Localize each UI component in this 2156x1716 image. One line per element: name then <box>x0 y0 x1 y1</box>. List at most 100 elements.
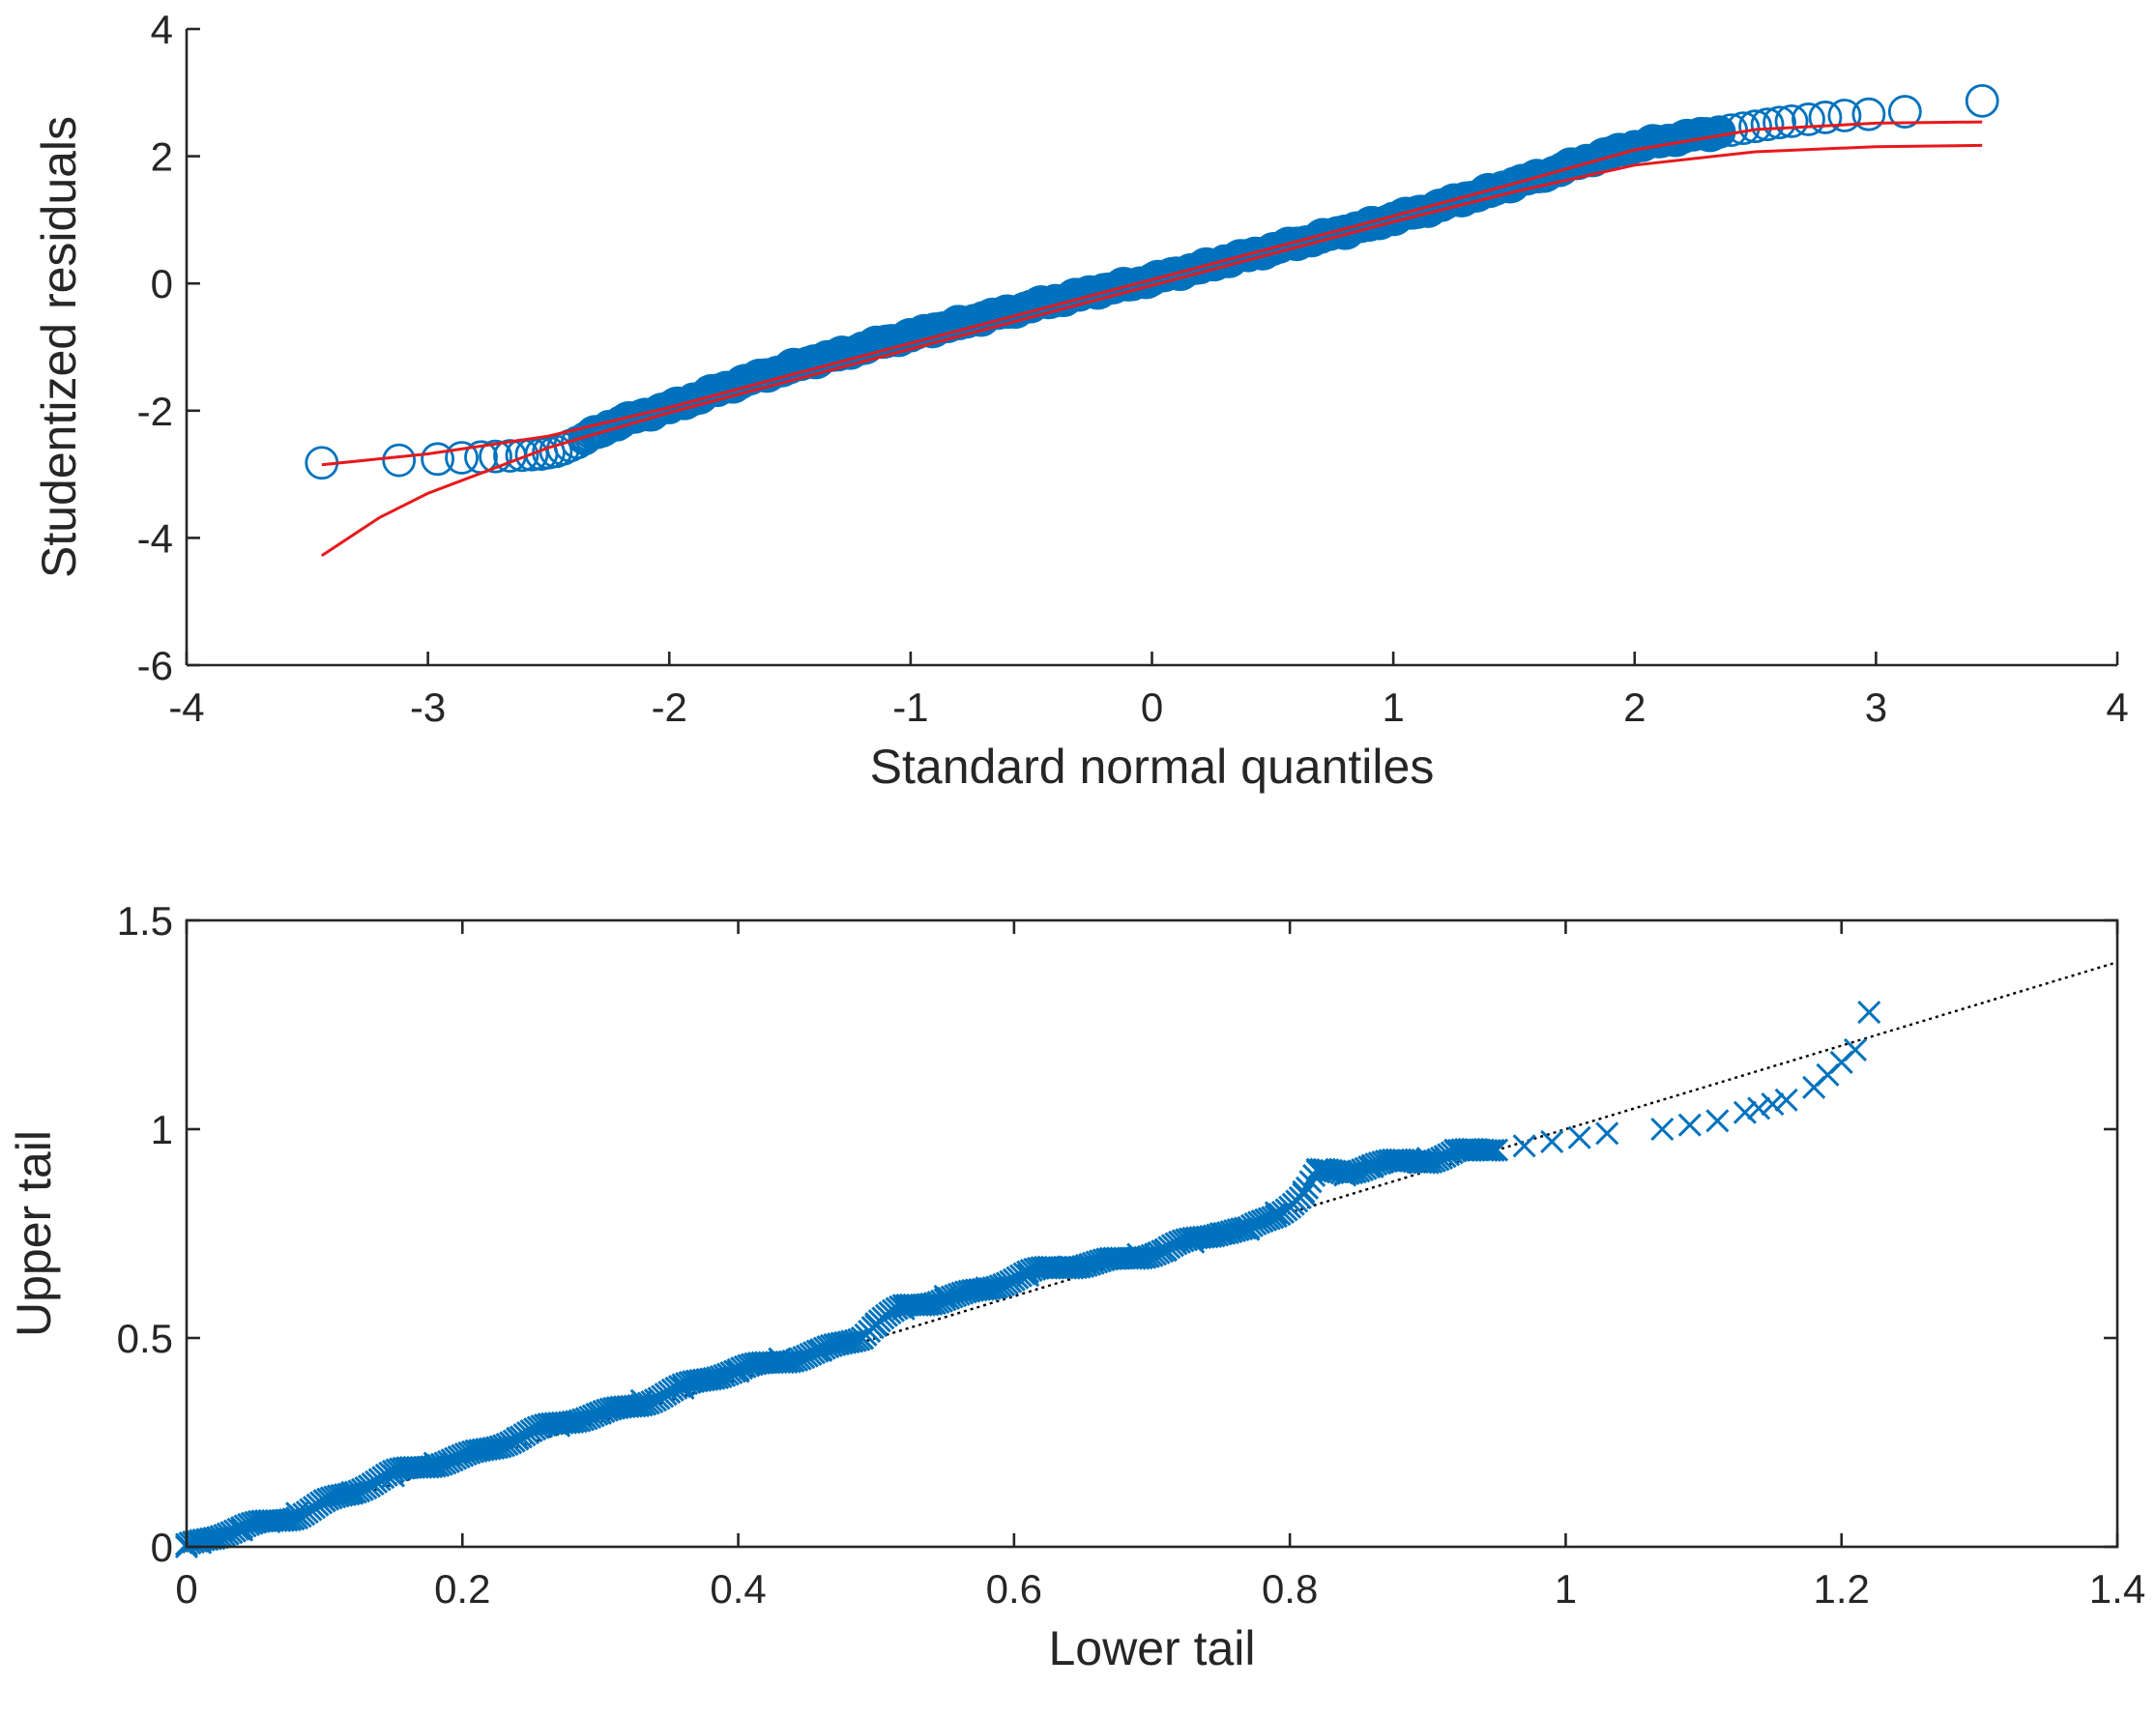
tail-point <box>1126 1242 1151 1266</box>
residual-point <box>990 295 1025 330</box>
y-tick-label: 0.5 <box>117 1316 173 1361</box>
residual-point <box>893 318 928 353</box>
x-axis-label: Standard normal quantiles <box>870 740 1435 794</box>
tail-plot-panel: 0 0.2 0.4 0.6 0.8 1 1.2 1.4 0 0.5 1 1.5 Lower tail Up… <box>7 898 2145 1675</box>
tail-point <box>1481 1138 1505 1162</box>
y-tick-label: 1 <box>151 1107 173 1152</box>
tail-point <box>1747 1096 1771 1120</box>
tail-point <box>189 1530 213 1555</box>
y-tick-label: 1.5 <box>117 898 173 944</box>
residual-point <box>1808 101 1843 134</box>
x-tick-label: 1.2 <box>1814 1566 1870 1612</box>
tail-point <box>1181 1230 1206 1254</box>
residual-point <box>1763 105 1796 140</box>
tail-point <box>1016 1264 1040 1288</box>
x-tick-label: -3 <box>410 684 446 730</box>
tail-point <box>312 1489 336 1513</box>
residual-point <box>942 306 976 341</box>
tail-point <box>1471 1138 1495 1162</box>
tail-point <box>1540 1129 1564 1154</box>
tail-point <box>464 1439 488 1463</box>
tail-point <box>202 1527 226 1551</box>
residual-point <box>1887 95 1922 129</box>
tail-point <box>1264 1201 1288 1225</box>
tail-point <box>1098 1246 1122 1270</box>
x-tick-label: 0.4 <box>710 1566 766 1612</box>
confidence-band-upper <box>321 120 1983 467</box>
tail-point <box>1477 1138 1502 1162</box>
x-tick-label: 0 <box>175 1566 197 1612</box>
tail-point <box>1292 1179 1316 1204</box>
residual-point <box>1750 107 1785 142</box>
tail-point <box>933 1284 957 1308</box>
tail-point <box>285 1501 309 1526</box>
tail-point <box>1567 1125 1591 1149</box>
tail-point <box>1761 1092 1785 1117</box>
residual-point <box>1792 102 1825 136</box>
x-tick-label: 0 <box>1141 684 1163 730</box>
residual-point <box>966 301 1001 335</box>
residual-point <box>1642 125 1676 159</box>
residual-point <box>1135 262 1169 297</box>
x-tick-label: 1.4 <box>2089 1566 2145 1612</box>
tail-markers <box>174 1000 1881 1559</box>
tail-point <box>257 1510 281 1534</box>
tail-point <box>1388 1150 1413 1175</box>
residual-point <box>1159 256 1193 291</box>
tail-point <box>547 1413 571 1438</box>
tail-point <box>768 1347 792 1371</box>
tail-point <box>864 1313 889 1338</box>
tail-point <box>229 1518 254 1542</box>
residual-point <box>918 312 952 346</box>
tail-point <box>1237 1217 1261 1241</box>
y-tick-label: 0 <box>151 1525 173 1570</box>
tail-point <box>588 1401 612 1425</box>
x-tick-label: 1 <box>1382 684 1404 730</box>
x-tick-label: -2 <box>652 684 687 730</box>
tail-point <box>1857 1000 1881 1025</box>
tail-point <box>506 1426 530 1450</box>
tail-point <box>1474 1138 1499 1162</box>
tail-point <box>1705 1109 1730 1133</box>
y-axis-label: Studentized residuals <box>32 116 86 578</box>
x-tick-label: 1 <box>1555 1566 1577 1612</box>
residual-point <box>1545 152 1580 187</box>
tail-point <box>975 1276 999 1300</box>
tail-point <box>891 1296 916 1321</box>
confidence-band-lower <box>320 143 1983 558</box>
tail-point <box>1512 1134 1536 1158</box>
tail-point <box>1333 1163 1357 1187</box>
residual-point <box>797 344 831 378</box>
plot-frame <box>185 918 2119 1549</box>
x-tick-label: 0.8 <box>1262 1566 1318 1612</box>
tail-point <box>1650 1117 1675 1142</box>
residual-point <box>1965 83 1999 118</box>
x-axis-label: Lower tail <box>1049 1621 1256 1675</box>
residual-point <box>1666 120 1701 155</box>
y-tick-label: -6 <box>137 643 173 688</box>
x-tick-label: 4 <box>2106 684 2128 730</box>
y-tick-label: -4 <box>137 515 173 561</box>
residual-point <box>1448 181 1483 216</box>
tail-point <box>1733 1100 1757 1124</box>
residual-point <box>382 443 417 478</box>
residual-point <box>772 350 807 385</box>
x-tick-label: 0.6 <box>986 1566 1042 1612</box>
x-tick-label: -1 <box>892 684 928 730</box>
x-tick-label: 0.2 <box>434 1566 490 1612</box>
residual-point <box>479 439 512 474</box>
tail-point <box>1057 1255 1081 1279</box>
tail-point <box>340 1480 364 1504</box>
y-tick-label: 2 <box>151 134 173 180</box>
y-tick-label: -2 <box>137 389 173 434</box>
x-tick-label: 2 <box>1623 684 1646 730</box>
x-tick-label: 3 <box>1865 684 1887 730</box>
residual-point <box>1472 174 1507 209</box>
residual-point <box>821 337 856 372</box>
y-axis-label: Upper tail <box>7 1130 61 1337</box>
tail-point <box>1595 1121 1619 1146</box>
tail-point <box>1292 1182 1316 1207</box>
tail-point <box>671 1376 695 1400</box>
residual-point <box>421 442 455 477</box>
